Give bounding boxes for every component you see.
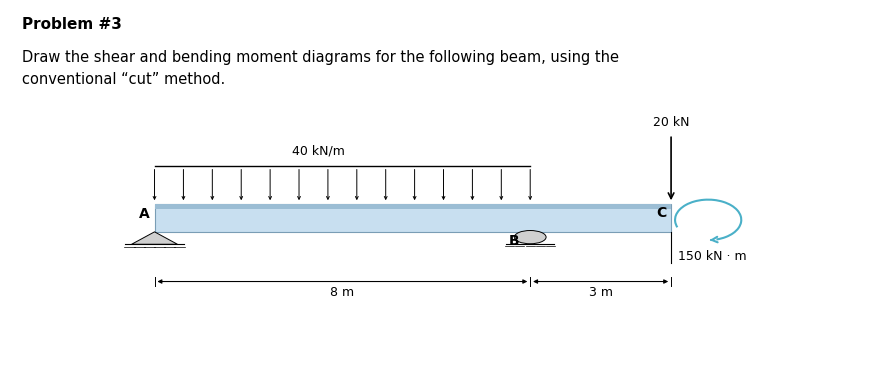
Circle shape [514,230,546,244]
Text: 40 kN/m: 40 kN/m [292,145,345,158]
Bar [155,204,671,232]
Text: C: C [656,206,667,220]
Text: 3 m: 3 m [589,286,613,299]
Polygon shape [132,232,177,244]
Text: 20 kN: 20 kN [653,116,690,129]
Text: Draw the shear and bending moment diagrams for the following beam, using the
con: Draw the shear and bending moment diagra… [22,50,619,87]
Text: 150 kN · m: 150 kN · m [678,250,747,263]
Bar [155,204,671,209]
Text: Problem #3: Problem #3 [22,17,122,32]
Text: B: B [509,234,519,248]
Text: A: A [140,206,150,221]
Text: 8 m: 8 m [330,286,354,299]
